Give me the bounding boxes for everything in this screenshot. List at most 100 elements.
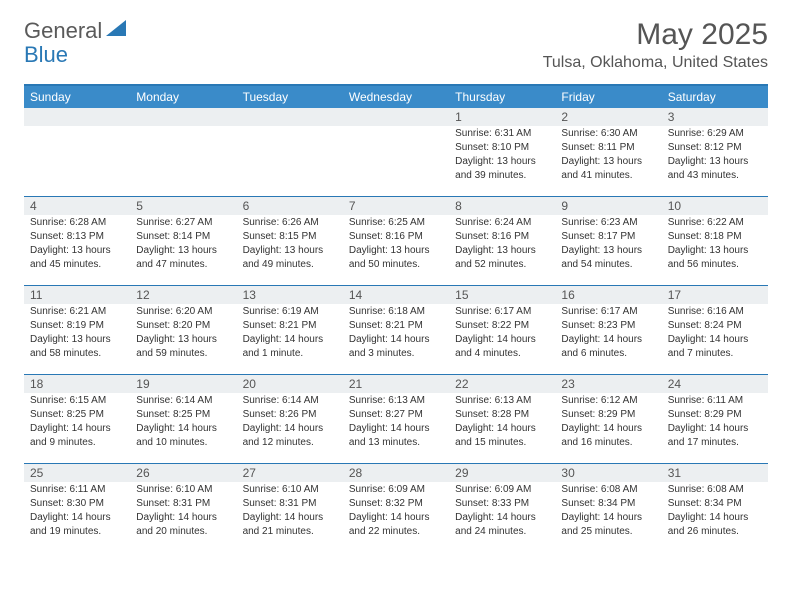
sunrise-text: Sunrise: 6:29 AM — [662, 126, 768, 140]
daylight-text: Daylight: 14 hours — [449, 332, 555, 346]
daylight-text: and 45 minutes. — [24, 257, 130, 271]
sunrise-text: Sunrise: 6:10 AM — [237, 482, 343, 496]
sunrise-text: Sunrise: 6:18 AM — [343, 304, 449, 318]
calendar-cell — [343, 108, 449, 196]
sunset-text: Sunset: 8:21 PM — [343, 318, 449, 332]
daylight-text: and 21 minutes. — [237, 524, 343, 538]
daylight-text: Daylight: 13 hours — [449, 154, 555, 168]
daylight-text: Daylight: 13 hours — [343, 243, 449, 257]
calendar-week: 11Sunrise: 6:21 AMSunset: 8:19 PMDayligh… — [24, 286, 768, 375]
sunrise-text: Sunrise: 6:11 AM — [662, 393, 768, 407]
sunset-text: Sunset: 8:31 PM — [130, 496, 236, 510]
daylight-text: and 3 minutes. — [343, 346, 449, 360]
day-number: 22 — [449, 375, 555, 393]
sunset-text: Sunset: 8:26 PM — [237, 407, 343, 421]
sunrise-text: Sunrise: 6:30 AM — [555, 126, 661, 140]
daylight-text: and 39 minutes. — [449, 168, 555, 182]
day-number: 27 — [237, 464, 343, 482]
sunrise-text: Sunrise: 6:26 AM — [237, 215, 343, 229]
sunrise-text: Sunrise: 6:20 AM — [130, 304, 236, 318]
sunrise-text: Sunrise: 6:17 AM — [555, 304, 661, 318]
day-number: 10 — [662, 197, 768, 215]
daylight-text: and 9 minutes. — [24, 435, 130, 449]
logo-blue-row: Blue — [24, 42, 68, 68]
day-number: 5 — [130, 197, 236, 215]
daylight-text: Daylight: 14 hours — [343, 421, 449, 435]
daylight-text: Daylight: 14 hours — [555, 332, 661, 346]
daylight-text: and 59 minutes. — [130, 346, 236, 360]
sunset-text: Sunset: 8:31 PM — [237, 496, 343, 510]
day-number: 13 — [237, 286, 343, 304]
sunset-text: Sunset: 8:21 PM — [237, 318, 343, 332]
weekday-header: Wednesday — [343, 86, 449, 108]
sunrise-text: Sunrise: 6:25 AM — [343, 215, 449, 229]
calendar-cell: 7Sunrise: 6:25 AMSunset: 8:16 PMDaylight… — [343, 197, 449, 285]
daylight-text: and 12 minutes. — [237, 435, 343, 449]
calendar-cell: 31Sunrise: 6:08 AMSunset: 8:34 PMDayligh… — [662, 464, 768, 552]
sunset-text: Sunset: 8:11 PM — [555, 140, 661, 154]
daylight-text: Daylight: 14 hours — [24, 510, 130, 524]
sunset-text: Sunset: 8:25 PM — [130, 407, 236, 421]
calendar-week: 25Sunrise: 6:11 AMSunset: 8:30 PMDayligh… — [24, 464, 768, 552]
sunrise-text: Sunrise: 6:14 AM — [237, 393, 343, 407]
calendar-cell: 14Sunrise: 6:18 AMSunset: 8:21 PMDayligh… — [343, 286, 449, 374]
daylight-text: Daylight: 13 hours — [130, 243, 236, 257]
sunrise-text: Sunrise: 6:31 AM — [449, 126, 555, 140]
daylight-text: and 52 minutes. — [449, 257, 555, 271]
daylight-text: Daylight: 14 hours — [237, 332, 343, 346]
day-number: 21 — [343, 375, 449, 393]
daylight-text: Daylight: 14 hours — [449, 421, 555, 435]
sunrise-text: Sunrise: 6:21 AM — [24, 304, 130, 318]
sunset-text: Sunset: 8:34 PM — [555, 496, 661, 510]
sunrise-text: Sunrise: 6:17 AM — [449, 304, 555, 318]
daylight-text: and 47 minutes. — [130, 257, 236, 271]
calendar-cell: 5Sunrise: 6:27 AMSunset: 8:14 PMDaylight… — [130, 197, 236, 285]
daylight-text: and 13 minutes. — [343, 435, 449, 449]
weekday-header: Tuesday — [237, 86, 343, 108]
day-number: 3 — [662, 108, 768, 126]
day-number: 29 — [449, 464, 555, 482]
sunrise-text: Sunrise: 6:24 AM — [449, 215, 555, 229]
daylight-text: and 16 minutes. — [555, 435, 661, 449]
day-number: 31 — [662, 464, 768, 482]
daylight-text: Daylight: 13 hours — [449, 243, 555, 257]
daylight-text: Daylight: 13 hours — [662, 154, 768, 168]
sunset-text: Sunset: 8:15 PM — [237, 229, 343, 243]
daylight-text: and 6 minutes. — [555, 346, 661, 360]
sunset-text: Sunset: 8:32 PM — [343, 496, 449, 510]
sunset-text: Sunset: 8:16 PM — [449, 229, 555, 243]
day-number: 14 — [343, 286, 449, 304]
calendar-cell — [237, 108, 343, 196]
daylight-text: and 58 minutes. — [24, 346, 130, 360]
sunrise-text: Sunrise: 6:09 AM — [343, 482, 449, 496]
daylight-text: and 49 minutes. — [237, 257, 343, 271]
weekday-header: Monday — [130, 86, 236, 108]
sunrise-text: Sunrise: 6:27 AM — [130, 215, 236, 229]
sunset-text: Sunset: 8:33 PM — [449, 496, 555, 510]
weekday-header: Sunday — [24, 86, 130, 108]
sunset-text: Sunset: 8:12 PM — [662, 140, 768, 154]
weeks-container: 1Sunrise: 6:31 AMSunset: 8:10 PMDaylight… — [24, 108, 768, 552]
location: Tulsa, Oklahoma, United States — [543, 54, 768, 72]
sunset-text: Sunset: 8:20 PM — [130, 318, 236, 332]
calendar-cell — [24, 108, 130, 196]
day-number — [24, 108, 130, 126]
daylight-text: and 4 minutes. — [449, 346, 555, 360]
daylight-text: Daylight: 13 hours — [662, 243, 768, 257]
day-number: 1 — [449, 108, 555, 126]
daylight-text: and 19 minutes. — [24, 524, 130, 538]
calendar-cell: 15Sunrise: 6:17 AMSunset: 8:22 PMDayligh… — [449, 286, 555, 374]
day-number: 23 — [555, 375, 661, 393]
daylight-text: and 43 minutes. — [662, 168, 768, 182]
daylight-text: Daylight: 13 hours — [555, 243, 661, 257]
calendar: Sunday Monday Tuesday Wednesday Thursday… — [24, 84, 768, 552]
daylight-text: and 7 minutes. — [662, 346, 768, 360]
sunset-text: Sunset: 8:18 PM — [662, 229, 768, 243]
calendar-cell: 6Sunrise: 6:26 AMSunset: 8:15 PMDaylight… — [237, 197, 343, 285]
daylight-text: Daylight: 14 hours — [662, 510, 768, 524]
calendar-cell: 3Sunrise: 6:29 AMSunset: 8:12 PMDaylight… — [662, 108, 768, 196]
daylight-text: and 25 minutes. — [555, 524, 661, 538]
daylight-text: Daylight: 13 hours — [24, 332, 130, 346]
sunset-text: Sunset: 8:29 PM — [662, 407, 768, 421]
calendar-cell: 4Sunrise: 6:28 AMSunset: 8:13 PMDaylight… — [24, 197, 130, 285]
